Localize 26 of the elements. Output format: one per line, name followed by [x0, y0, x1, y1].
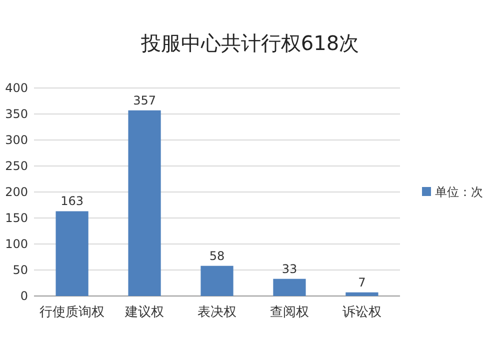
x-tick-label: 诉讼权: [342, 305, 382, 320]
y-tick-label: 100: [5, 237, 28, 252]
legend-label: 单位：次: [435, 185, 483, 200]
y-tick-label: 50: [12, 263, 28, 278]
y-tick-label: 250: [5, 159, 28, 174]
bar: [200, 266, 234, 296]
y-tick-label: 200: [5, 185, 28, 200]
chart-title: 投服中心共计行权618次: [140, 31, 360, 55]
y-tick-label: 400: [5, 81, 28, 96]
y-tick-label: 300: [5, 133, 28, 148]
data-label: 163: [60, 194, 84, 208]
x-tick-label: 建议权: [124, 305, 164, 320]
x-tick-label: 行使质询权: [40, 305, 105, 320]
bar: [273, 278, 306, 296]
bar: [346, 292, 378, 296]
data-label: 357: [133, 93, 156, 108]
bar: [128, 110, 161, 296]
y-tick-label: 0: [20, 289, 28, 304]
data-label: 33: [282, 262, 298, 276]
data-label: 58: [209, 248, 225, 263]
x-tick-label: 表决权: [198, 305, 236, 320]
y-tick-label: 350: [5, 107, 28, 122]
bar: [56, 211, 88, 296]
data-label: 7: [358, 275, 366, 290]
y-tick-label: 150: [5, 211, 28, 226]
x-tick-label: 查阅权: [270, 305, 309, 320]
